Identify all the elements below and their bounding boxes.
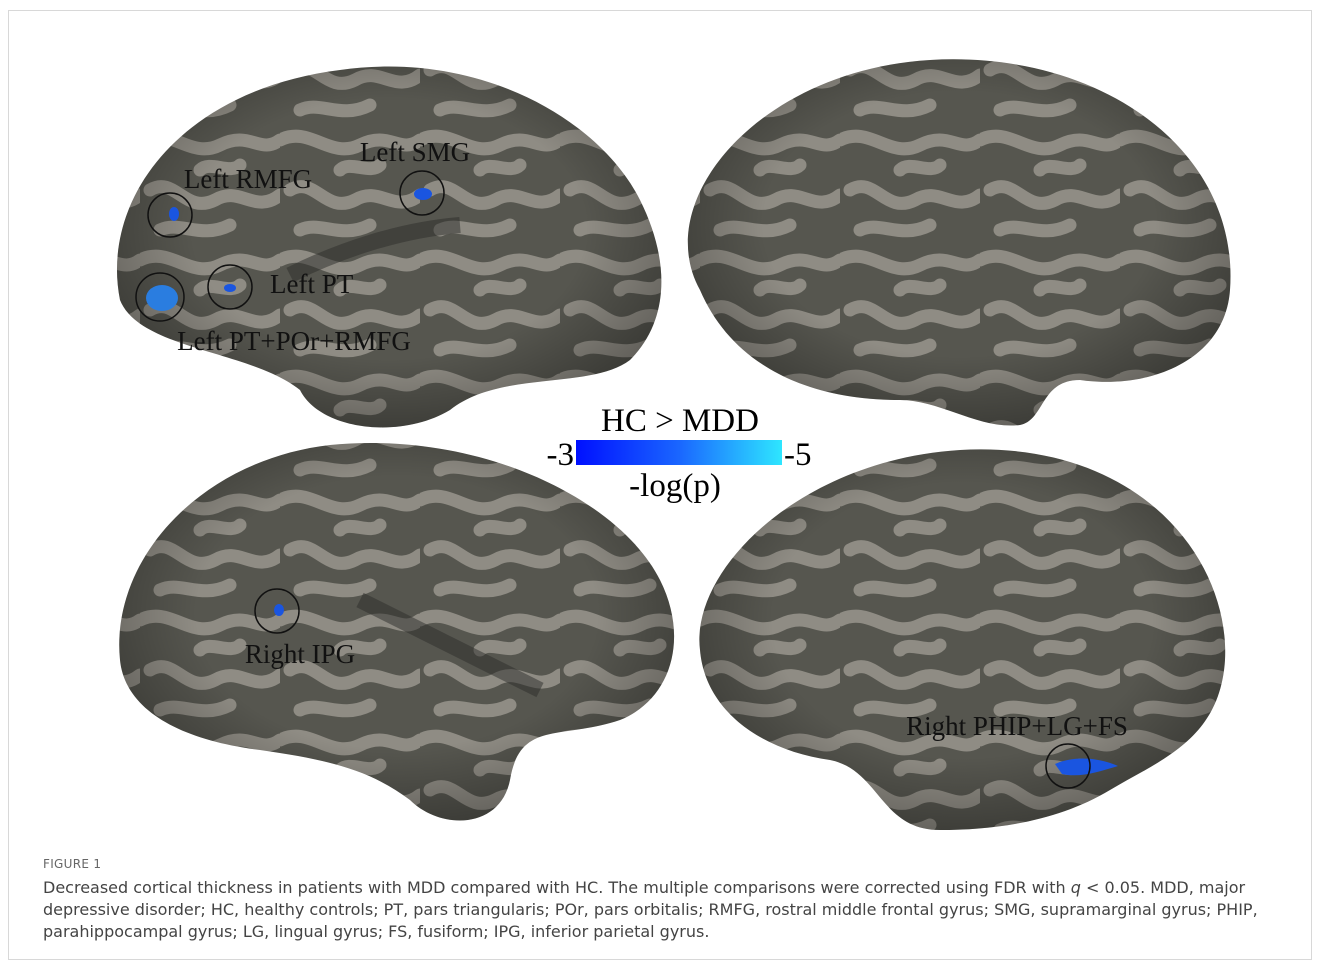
page: Left SMG Left RMFG Left PT Left PT+POr+R… [0,0,1322,971]
figure-image: Left SMG Left RMFG Left PT Left PT+POr+R… [0,0,1322,850]
caption-text: Decreased cortical thickness in patients… [43,878,1071,897]
colorbar-title: HC > MDD [601,403,759,439]
brain-medial-left [688,59,1231,425]
region-label: Right PHIP+LG+FS [906,711,1128,741]
colorbar-gradient [576,440,782,465]
brain-lateral-right [119,443,674,821]
colorbar-max: -5 [784,437,812,473]
colorbar: HC > MDD -3 -5 -log(p) [547,403,812,504]
region-label: Left PT+POr+RMFG [177,326,411,356]
colorbar-label: -log(p) [629,468,721,504]
region-label: Right IPG [245,639,355,669]
caption-variable: q [1071,878,1081,897]
figure-caption: Decreased cortical thickness in patients… [43,877,1305,943]
region-label: Left RMFG [184,164,312,194]
colorbar-min: -3 [547,437,575,473]
brain-lateral-left [117,67,661,428]
region-label: Left PT [270,269,354,299]
figure-label: FIGURE 1 [43,857,101,871]
region-label: Left SMG [360,137,470,167]
brain-medial-right [699,449,1225,830]
